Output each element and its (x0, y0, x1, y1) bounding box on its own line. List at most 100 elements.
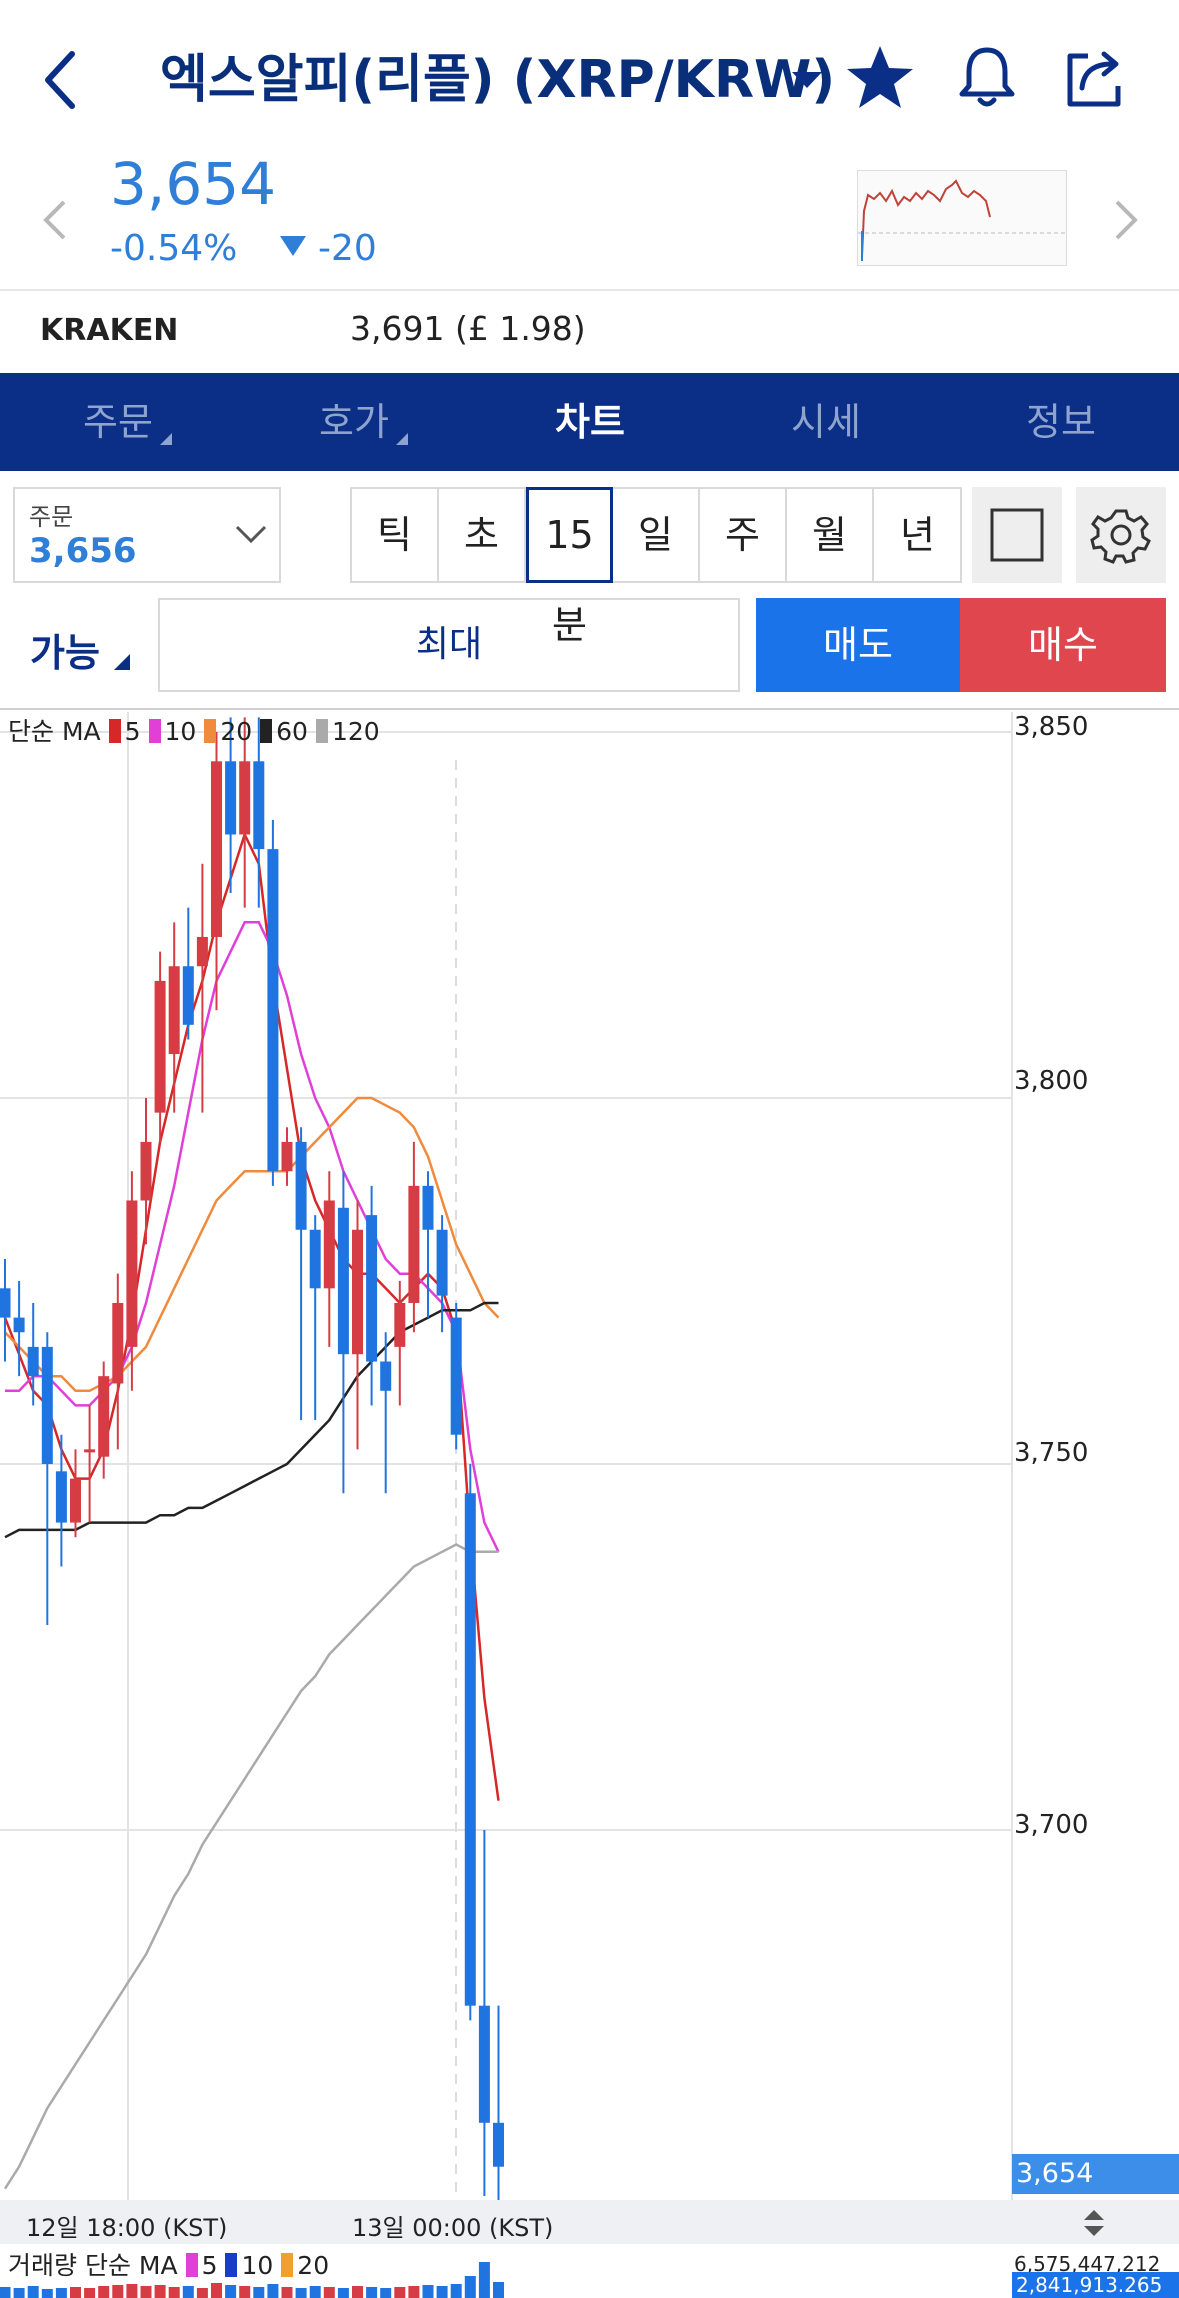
candle-body (493, 2122, 504, 2167)
price-chart[interactable] (0, 710, 1179, 2298)
candle-body (380, 1361, 392, 1391)
ma120-swatch (315, 719, 328, 743)
ma20-line (4, 1096, 500, 1393)
candle-body (253, 761, 265, 850)
ma5-swatch (108, 719, 121, 743)
max-quantity-button[interactable]: 최대 (158, 598, 740, 692)
volume-bar (422, 2285, 434, 2298)
candle-body (309, 1229, 321, 1289)
tab-label: 시세 (791, 400, 861, 444)
share-button[interactable] (1060, 42, 1130, 112)
candle-body (366, 1215, 378, 1362)
volume-bar (182, 2286, 194, 2298)
current-price: 3,654 (110, 150, 277, 218)
ma10-swatch (148, 719, 161, 743)
volume-legend-title: 거래량 단순 MA (8, 2251, 178, 2280)
period-day[interactable]: 일 (613, 489, 700, 581)
candle-body (323, 1200, 335, 1289)
ma60-line (4, 1301, 499, 1539)
candle-body (464, 1493, 476, 2006)
volume-bar (394, 2287, 406, 2298)
volume-bar (450, 2284, 462, 2298)
tab-quotes[interactable]: 시세 (708, 373, 944, 471)
candle-body (0, 1288, 11, 1318)
mini-sparkline-chart[interactable] (857, 170, 1067, 266)
volume-bar (196, 2288, 208, 2298)
chevron-left-icon (43, 200, 66, 240)
chart-period-selector: 틱 초 15분 일 주 월 년 (350, 487, 962, 647)
volume-current-tag: 2,841,913.265 (1012, 2272, 1179, 2298)
volume-bar (267, 2284, 279, 2298)
candle-body (239, 761, 251, 835)
alert-button[interactable] (952, 42, 1022, 112)
volume-bar (478, 2262, 490, 2298)
volume-bar (380, 2288, 392, 2298)
volume-bar (493, 2282, 504, 2298)
volume-bar (464, 2276, 476, 2298)
back-button[interactable] (28, 40, 98, 120)
favorite-button[interactable] (845, 42, 915, 112)
chart-settings-button[interactable] (1076, 487, 1166, 583)
divider (0, 708, 1179, 710)
sell-button[interactable]: 매도 (756, 598, 960, 692)
candle-body (225, 761, 237, 835)
volume-bar (154, 2285, 166, 2298)
down-triangle-icon (278, 234, 308, 258)
prev-asset-button[interactable] (36, 190, 76, 250)
x-tick-label: 12일 18:00 (KST) (26, 2214, 228, 2242)
y-tick-label: 3,750 (1014, 1438, 1089, 1468)
candle-body (436, 1229, 448, 1296)
available-label[interactable]: 가능 (30, 631, 100, 675)
volume-bar (436, 2286, 448, 2298)
y-tick-label: 3,700 (1014, 1810, 1089, 1840)
volume-bar (55, 2288, 67, 2298)
y-tick-label: 3,850 (1014, 712, 1089, 742)
volume-bar (352, 2286, 363, 2298)
title-dropdown-icon[interactable] (792, 70, 822, 90)
change-amount: -20 (318, 228, 377, 269)
next-asset-button[interactable] (1105, 190, 1145, 250)
tab-label: 차트 (555, 400, 625, 444)
resize-handle-icon[interactable] (1080, 2208, 1108, 2238)
order-price-select[interactable]: 주문 3,656 (13, 487, 281, 583)
period-tick[interactable]: 틱 (352, 489, 439, 581)
chevron-down-icon (233, 519, 269, 549)
period-week[interactable]: 주 (700, 489, 787, 581)
divider (0, 289, 1179, 291)
volume-bar (168, 2287, 180, 2298)
buy-button[interactable]: 매수 (960, 598, 1166, 692)
vol-ma20-swatch (281, 2253, 294, 2277)
layout-toggle-button[interactable] (972, 487, 1062, 583)
x-tick-label: 13일 00:00 (KST) (352, 2214, 554, 2242)
volume-bar (366, 2287, 378, 2298)
menu-corner-icon (114, 654, 130, 670)
volume-bar (126, 2284, 138, 2298)
tab-info[interactable]: 정보 (943, 373, 1179, 471)
candle-body (98, 1376, 110, 1457)
volume-bar (225, 2285, 237, 2298)
volume-bar (0, 2287, 11, 2298)
candle-body (27, 1346, 39, 1377)
ma120-line (3, 1543, 499, 2190)
period-year[interactable]: 년 (900, 513, 935, 557)
candle-body (112, 1302, 124, 1384)
tab-orderbook[interactable]: 호가 (236, 373, 472, 471)
tab-chart[interactable]: 차트 (472, 373, 708, 471)
volume-bar (112, 2285, 124, 2298)
volume-bar (211, 2283, 222, 2298)
ma60-swatch (260, 719, 273, 743)
volume-bar (309, 2286, 321, 2298)
bell-icon (959, 47, 1015, 107)
menu-corner-icon (396, 433, 408, 445)
page-title[interactable]: 엑스알피(리플) (XRP/KRW) (160, 50, 836, 110)
y-tick-label: 3,800 (1014, 1066, 1089, 1096)
period-month[interactable]: 월 (787, 489, 874, 581)
ma120-label: 120 (331, 717, 380, 746)
period-second[interactable]: 초 (439, 489, 526, 581)
tab-label: 주문 (83, 400, 153, 444)
volume-bar (323, 2287, 335, 2298)
current-price-tag: 3,654 (1012, 2154, 1179, 2194)
tab-label: 정보 (1026, 400, 1096, 444)
tab-order[interactable]: 주문 (0, 373, 236, 471)
period-15min[interactable]: 15분 (526, 487, 613, 647)
